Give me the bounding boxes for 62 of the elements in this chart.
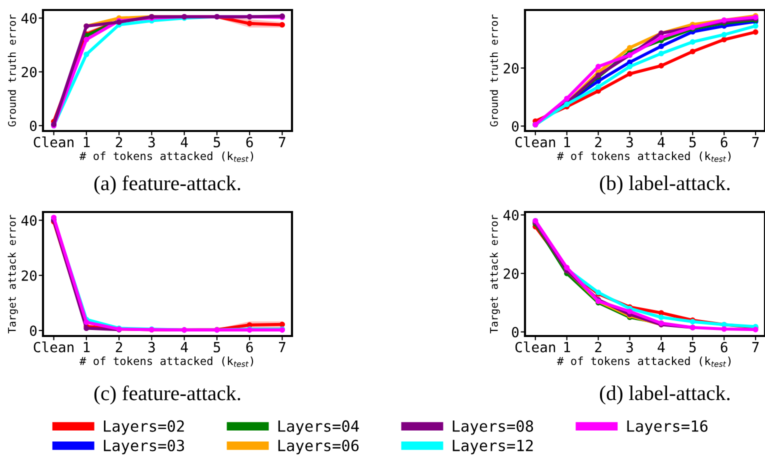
x-tick-label: 3 [626, 342, 633, 352]
x-tick-label: 2 [595, 136, 602, 148]
y-tick-label: 40 [503, 210, 519, 220]
x-tick-label: 5 [214, 342, 220, 352]
x-tick-label: 7 [278, 137, 286, 148]
legend-label: Layers=08 [452, 420, 534, 435]
x-tick-label: 1 [84, 342, 90, 352]
x-tick-label: 4 [658, 137, 665, 148]
y-axis-title: Target attack error [490, 214, 500, 334]
x-tick-label: Clean [515, 136, 556, 148]
x-axis-title: # of tokens attacked (k$_{test}$) [80, 152, 254, 162]
x-axis-title: # of tokens attacked (k$_{test}$) [80, 356, 254, 367]
x-tick-label: 6 [720, 342, 728, 352]
x-tick-label: 7 [278, 342, 286, 352]
y-axis-title: Target attack error [8, 214, 18, 334]
y-tick-label: 0 [512, 121, 519, 132]
x-tick-label: 3 [148, 342, 155, 352]
x-tick-label: 4 [180, 342, 188, 352]
x-tick-label: 7 [752, 342, 759, 352]
y-tick-label: 20 [22, 66, 37, 78]
y-tick-label: 0 [30, 120, 37, 132]
x-tick-label: Clean [34, 342, 74, 352]
y-tick-label: 40 [21, 215, 37, 226]
x-tick-label: 1 [84, 137, 90, 148]
text: (c) feature-attack. [94, 385, 240, 405]
x-tick-label: 1 [564, 137, 570, 148]
y-tick-label: 40 [21, 13, 37, 24]
legend-label: Layers=06 [278, 440, 359, 454]
legend-label: Layers=16 [627, 420, 708, 435]
x-tick-label: 5 [214, 137, 220, 148]
x-tick-label: 4 [180, 137, 188, 148]
x-tick-label: 7 [752, 137, 759, 148]
x-tick-label: 6 [720, 136, 728, 148]
x-tick-label: 4 [658, 342, 665, 352]
text: (a) feature-attack. [94, 175, 240, 195]
x-tick-label: 2 [595, 342, 602, 352]
x-tick-label: 1 [564, 342, 570, 352]
y-tick-label: 0 [512, 326, 519, 338]
x-axis-title: # of tokens attacked (k$_{test}$) [557, 152, 731, 162]
x-tick-label: 5 [689, 137, 696, 148]
x-tick-label: 2 [116, 136, 122, 148]
x-tick-label: 6 [246, 136, 253, 148]
x-tick-label: 5 [689, 342, 696, 352]
y-tick-label: 20 [504, 268, 519, 279]
y-tick-label: 0 [30, 325, 37, 336]
y-axis-title: Ground truth error [8, 14, 16, 126]
legend-label: Layers=04 [278, 420, 359, 435]
y-axis-title: Ground truth error [490, 14, 498, 126]
text: (b) label-attack. [600, 176, 730, 194]
legend-label: Layers=02 [104, 420, 184, 435]
text: (d) label-attack. [600, 386, 730, 404]
x-tick-label: 6 [246, 342, 253, 352]
y-tick-label: 20 [504, 63, 519, 74]
x-tick-label: Clean [34, 136, 74, 148]
y-tick-label: 20 [22, 270, 37, 281]
x-tick-label: 2 [116, 342, 122, 352]
x-axis-title: # of tokens attacked (k$_{test}$) [557, 356, 731, 367]
x-tick-label: 3 [148, 136, 155, 148]
x-tick-label: 3 [626, 136, 633, 148]
legend-label: Layers=03 [104, 440, 184, 454]
x-tick-label: Clean [515, 342, 556, 352]
legend-label: Layers=12 [452, 440, 533, 454]
